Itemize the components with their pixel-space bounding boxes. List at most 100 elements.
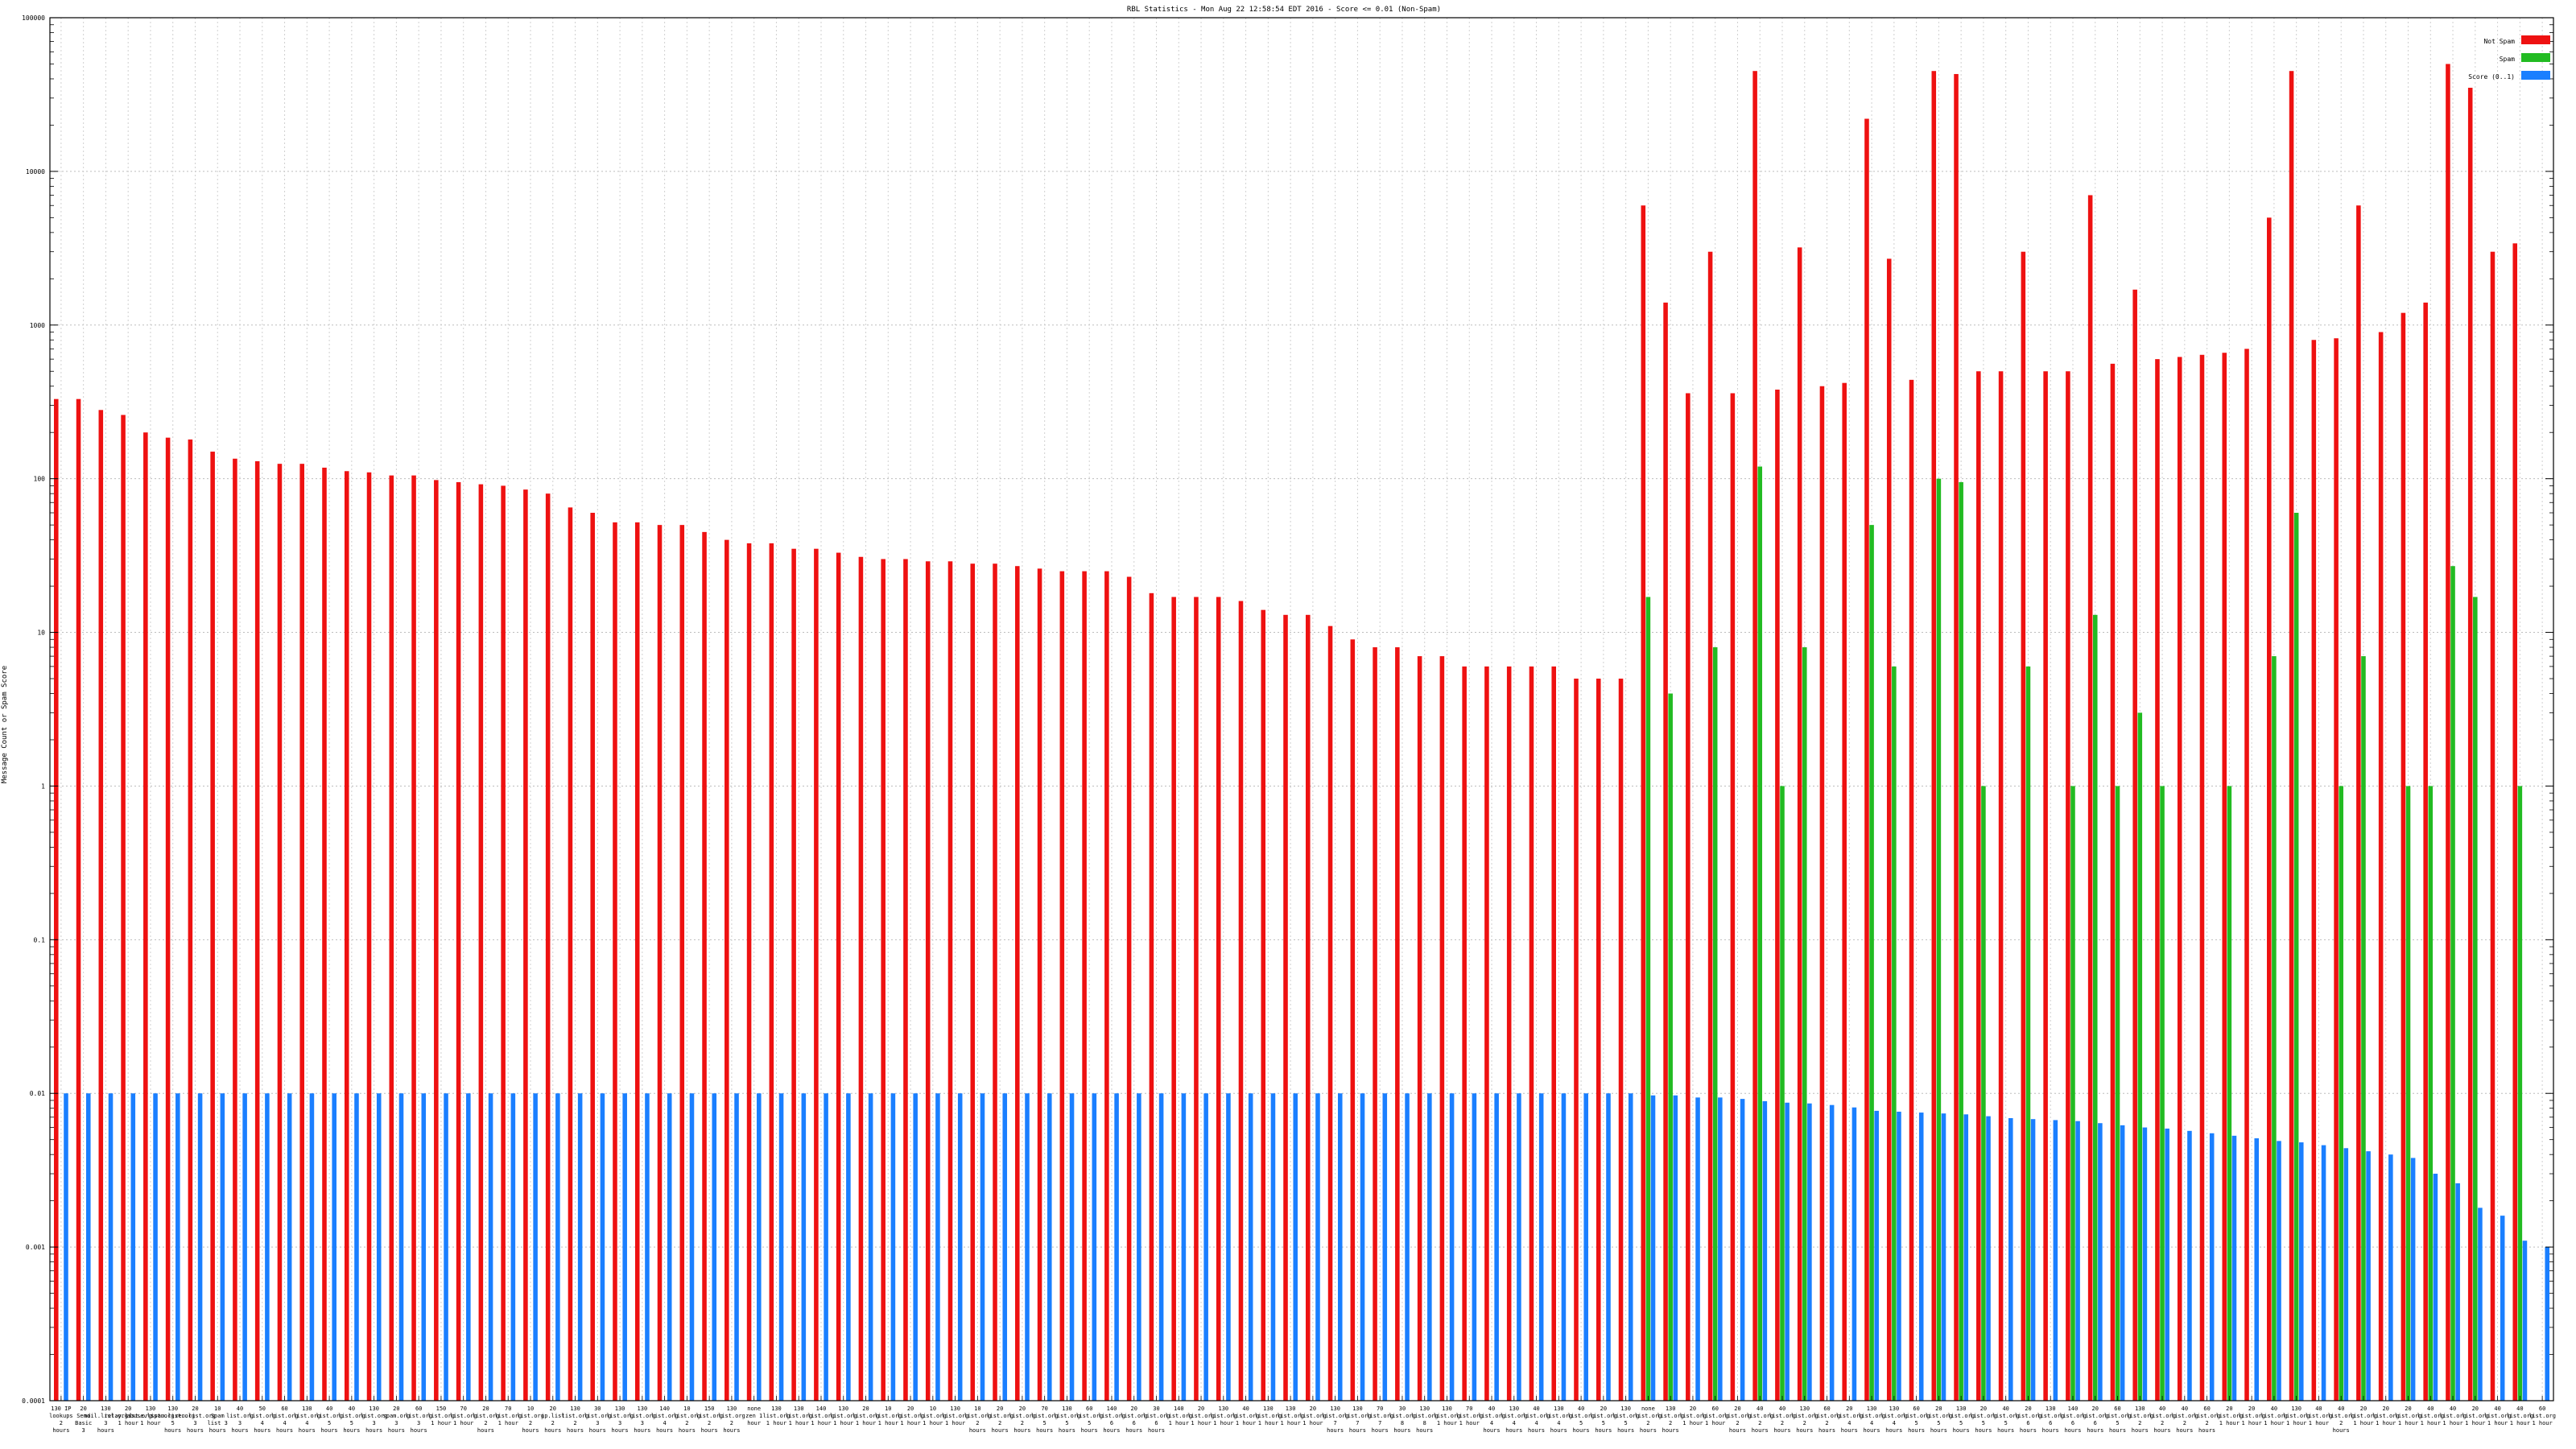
bar-not-spam	[545, 493, 551, 1401]
x-tick-label-line: 130	[794, 1406, 804, 1412]
x-tick-label: 20 list.org 1 hour	[2238, 1406, 2265, 1426]
x-tick-label-line: hours	[567, 1427, 584, 1434]
bar-score	[846, 1093, 851, 1401]
bar-score	[1203, 1093, 1208, 1401]
bar-not-spam	[836, 552, 841, 1401]
x-tick-label-line: list.org	[2417, 1413, 2444, 1419]
legend-label: Spam	[2500, 56, 2515, 63]
x-tick-label-line: 70	[1466, 1406, 1472, 1412]
bar-not-spam	[590, 513, 595, 1401]
x-tick-label: 130 list.org 1 hour	[1210, 1406, 1237, 1426]
bar-score	[935, 1093, 940, 1401]
x-tick-label-line: 1 hour	[2465, 1420, 2485, 1426]
x-tick-label: 40 list.org 2 hours	[1746, 1406, 1773, 1434]
x-tick-label-line: 1 hour	[2353, 1420, 2373, 1426]
x-tick-label-line: 4	[283, 1420, 286, 1426]
x-tick-label-line: hour	[747, 1420, 761, 1426]
x-tick-label-line: 60	[2114, 1406, 2120, 1412]
x-tick-label-line: 1 hour	[1459, 1420, 1480, 1426]
x-tick-label-line: list.org	[2082, 1413, 2109, 1419]
x-tick-label-line: list.org	[361, 1413, 388, 1419]
x-tick-label-line: 2	[60, 1420, 63, 1426]
x-tick-label-line: list.org	[494, 1413, 522, 1419]
bar-not-spam	[1194, 597, 1199, 1401]
x-tick-label: 10 Spam list 3 hours	[208, 1406, 228, 1434]
bar-not-spam	[613, 522, 617, 1402]
x-tick-label-line: 40	[2516, 1406, 2523, 1412]
x-tick-label-line: 1 hour	[1213, 1420, 1233, 1426]
x-tick-label-line: 1 hour	[2286, 1420, 2306, 1426]
x-tick-label-line: list.org	[427, 1413, 455, 1419]
x-tick-label: 70 list.org 7 hours	[1366, 1406, 1393, 1434]
bar-not-spam	[947, 561, 953, 1401]
x-tick-label: none zen 1 hour	[745, 1406, 762, 1426]
x-tick-label: 40 list.org 1 hour	[2306, 1406, 2333, 1426]
bar-spam	[1668, 693, 1673, 1401]
x-tick-label-line: hours	[1483, 1427, 1500, 1434]
x-tick-label-line: list.org	[226, 1413, 254, 1419]
x-tick-label-line: 130	[146, 1406, 156, 1412]
x-tick-label-line: list.org	[1075, 1413, 1103, 1419]
x-tick-label: 60 list.org 1 hour	[2529, 1406, 2556, 1426]
bar-not-spam	[2289, 71, 2294, 1401]
bar-not-spam	[1327, 625, 1333, 1401]
x-tick-label: 40 list.org 2 hours	[2149, 1406, 2176, 1434]
x-tick-label-line: 2	[708, 1420, 711, 1426]
x-tick-label-line: list.org	[919, 1413, 947, 1419]
x-tick-label-line: 1 hour	[856, 1420, 876, 1426]
bar-score	[778, 1093, 784, 1401]
bar-not-spam	[1551, 666, 1556, 1401]
bar-score	[600, 1093, 605, 1401]
x-tick-label-line: 6	[2094, 1420, 2097, 1426]
bar-score	[957, 1093, 963, 1401]
x-tick-label-line: 40	[1779, 1406, 1785, 1412]
x-tick-label: 130 list.org 7 hours	[1322, 1406, 1349, 1434]
x-tick-label-line: 40	[349, 1406, 355, 1412]
x-tick-label: 130 list.org 4 hours	[1880, 1406, 1908, 1434]
bar-score	[1695, 1097, 1700, 1401]
bar-not-spam	[2356, 205, 2361, 1402]
bar-score	[1874, 1110, 1879, 1401]
x-tick-label-line: list.org	[1299, 1413, 1327, 1419]
x-tick-label-line: 60	[1711, 1406, 1718, 1412]
x-tick-label-line: 130	[950, 1406, 960, 1412]
y-tick-label: 0.1	[34, 936, 46, 943]
bar-not-spam	[2199, 354, 2205, 1401]
bar-not-spam	[1261, 609, 1266, 1401]
x-tick-label-line: 1 hour	[1191, 1420, 1211, 1426]
bar-not-spam	[1506, 666, 1512, 1401]
x-tick-label-line: list.org	[1903, 1413, 1930, 1419]
x-tick-label-line: 20	[862, 1406, 869, 1412]
x-tick-label: 40 list.org 1 hour	[2417, 1406, 2444, 1426]
x-tick-label: 40 list.org 1 hour	[2484, 1406, 2512, 1426]
x-tick-label: 40 list.org 5 hours	[1567, 1406, 1595, 1434]
x-tick-label-line: hours	[522, 1427, 539, 1434]
x-tick-label-line: 70	[1377, 1406, 1383, 1412]
bar-score	[1918, 1113, 1924, 1401]
x-tick-label: 130 spam.list.org 5 hours	[151, 1406, 195, 1434]
x-tick-label: 40 list.org 5 hours	[316, 1406, 343, 1434]
bar-score	[2321, 1145, 2326, 1401]
x-tick-label-line: hours	[2064, 1427, 2081, 1434]
x-tick-label-line: 40	[1242, 1406, 1249, 1412]
x-tick-label: 50 list.org 4 hours	[249, 1406, 276, 1434]
bar-score	[1427, 1093, 1432, 1401]
x-tick-label-line: 3	[417, 1420, 420, 1426]
x-tick-label-line: 4	[663, 1420, 667, 1426]
x-tick-label-line: 130	[1554, 1406, 1564, 1412]
x-tick-label-line: hours	[1953, 1427, 1970, 1434]
bar-not-spam	[165, 437, 171, 1402]
x-tick-label-line: 20	[125, 1406, 131, 1412]
bar-not-spam	[121, 415, 126, 1401]
bar-score	[1181, 1093, 1187, 1401]
bar-not-spam	[1238, 601, 1244, 1401]
x-tick-label: 130 list.org 5 hours	[1612, 1406, 1640, 1434]
x-tick-label-line: hours	[1997, 1427, 2014, 1434]
x-tick-label-line: 4	[1513, 1420, 1516, 1426]
x-tick-label-line: hours	[1125, 1427, 1142, 1434]
x-tick-label-line: list.org	[562, 1413, 589, 1419]
x-tick-label-line: hours	[2176, 1427, 2193, 1434]
x-tick-label-line: list 3	[208, 1420, 228, 1426]
x-tick-label-line: 130	[101, 1406, 111, 1412]
x-tick-label-line: hours	[388, 1427, 405, 1434]
